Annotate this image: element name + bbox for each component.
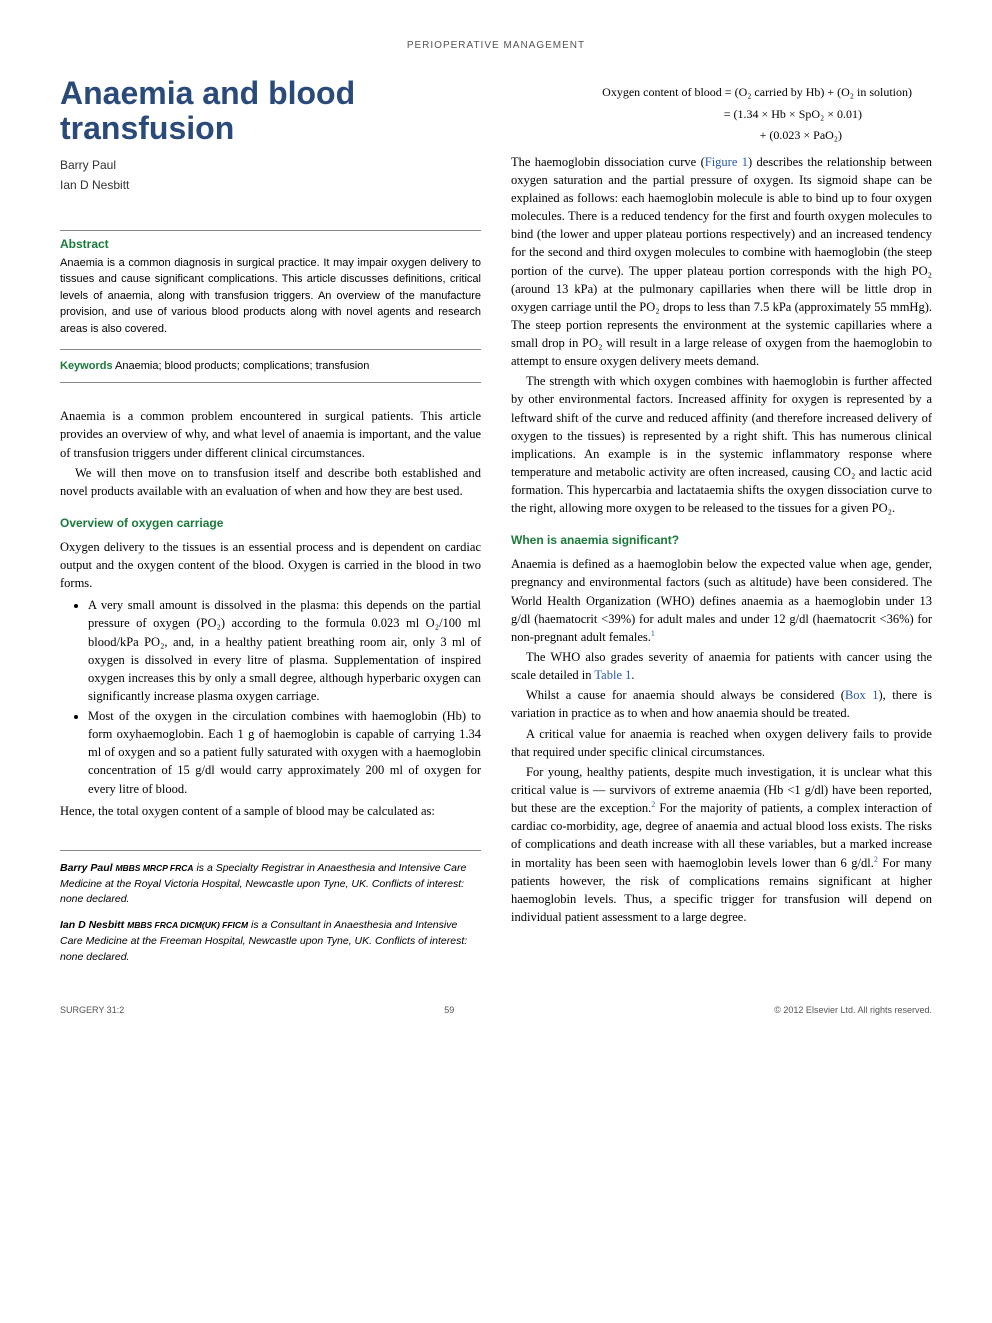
two-column-layout: Anaemia and blood transfusion Barry Paul… (60, 76, 932, 975)
equation-line: Oxygen content of blood = (O₂ carried by… (511, 82, 912, 104)
table-link[interactable]: Table 1 (594, 668, 631, 682)
keywords-text: Anaemia; blood products; complications; … (115, 360, 369, 372)
bio-name: Ian D Nesbitt (60, 919, 124, 931)
list-item: A very small amount is dissolved in the … (88, 596, 481, 705)
body-paragraph: A critical value for anaemia is reached … (511, 725, 932, 761)
bio-credentials: MBBS MRCP FRCA (115, 863, 193, 873)
oxygen-equation: Oxygen content of blood = (O₂ carried by… (511, 82, 932, 147)
author-bio: Ian D Nesbitt MBBS FRCA DICM(UK) FFICM i… (60, 918, 481, 965)
abstract-text: Anaemia is a common diagnosis in surgica… (60, 255, 481, 338)
text-fragment: . (631, 668, 634, 682)
author-name: Barry Paul (60, 156, 481, 175)
footer-journal: SURGERY 31:2 (60, 1005, 124, 1015)
box-link[interactable]: Box 1 (845, 688, 879, 702)
body-paragraph: For young, healthy patients, despite muc… (511, 763, 932, 926)
bio-credentials: MBBS FRCA DICM(UK) FFICM (127, 920, 248, 930)
keywords-label: Keywords (60, 360, 113, 372)
body-paragraph: The strength with which oxygen combines … (511, 372, 932, 517)
text-fragment: The haemoglobin dissociation curve ( (511, 155, 705, 169)
body-paragraph: Anaemia is defined as a haemoglobin belo… (511, 555, 932, 646)
right-column: Oxygen content of blood = (O₂ carried by… (511, 76, 932, 975)
text-fragment: Whilst a cause for anaemia should always… (526, 688, 845, 702)
section-heading: Overview of oxygen carriage (60, 516, 481, 530)
section-header: PERIOPERATIVE MANAGEMENT (60, 40, 932, 51)
bullet-list: A very small amount is dissolved in the … (88, 596, 481, 797)
intro-paragraph: Anaemia is a common problem encountered … (60, 407, 481, 461)
body-paragraph: The haemoglobin dissociation curve (Figu… (511, 153, 932, 371)
body-paragraph: Whilst a cause for anaemia should always… (511, 686, 932, 722)
divider (60, 230, 481, 231)
left-column: Anaemia and blood transfusion Barry Paul… (60, 76, 481, 975)
text-fragment: The WHO also grades severity of anaemia … (511, 650, 932, 682)
figure-link[interactable]: Figure 1 (705, 155, 748, 169)
author-bio: Barry Paul MBBS MRCP FRCA is a Specialty… (60, 861, 481, 908)
page-footer: SURGERY 31:2 59 © 2012 Elsevier Ltd. All… (60, 1005, 932, 1015)
author-bio-box: Barry Paul MBBS MRCP FRCA is a Specialty… (60, 850, 481, 966)
text-fragment: ) describes the relationship between oxy… (511, 155, 932, 368)
list-item: Most of the oxygen in the circulation co… (88, 707, 481, 798)
keywords-line: Keywords Anaemia; blood products; compli… (60, 360, 481, 372)
divider (60, 349, 481, 350)
reference-link[interactable]: 1 (651, 629, 655, 638)
body-paragraph: Hence, the total oxygen content of a sam… (60, 802, 481, 820)
bio-name: Barry Paul (60, 862, 113, 874)
author-name: Ian D Nesbitt (60, 176, 481, 195)
equation-line: + (0.023 × PaO₂) (511, 125, 912, 147)
author-list: Barry Paul Ian D Nesbitt (60, 156, 481, 194)
text-fragment: Anaemia is defined as a haemoglobin belo… (511, 557, 932, 644)
section-heading: When is anaemia significant? (511, 533, 932, 547)
footer-page-number: 59 (444, 1005, 454, 1015)
footer-copyright: © 2012 Elsevier Ltd. All rights reserved… (774, 1005, 932, 1015)
abstract-heading: Abstract (60, 237, 481, 251)
body-paragraph: Oxygen delivery to the tissues is an ess… (60, 538, 481, 592)
body-paragraph: The WHO also grades severity of anaemia … (511, 648, 932, 684)
intro-paragraph: We will then move on to transfusion itse… (60, 464, 481, 500)
equation-line: = (1.34 × Hb × SpO₂ × 0.01) (511, 104, 912, 126)
article-title: Anaemia and blood transfusion (60, 76, 481, 146)
